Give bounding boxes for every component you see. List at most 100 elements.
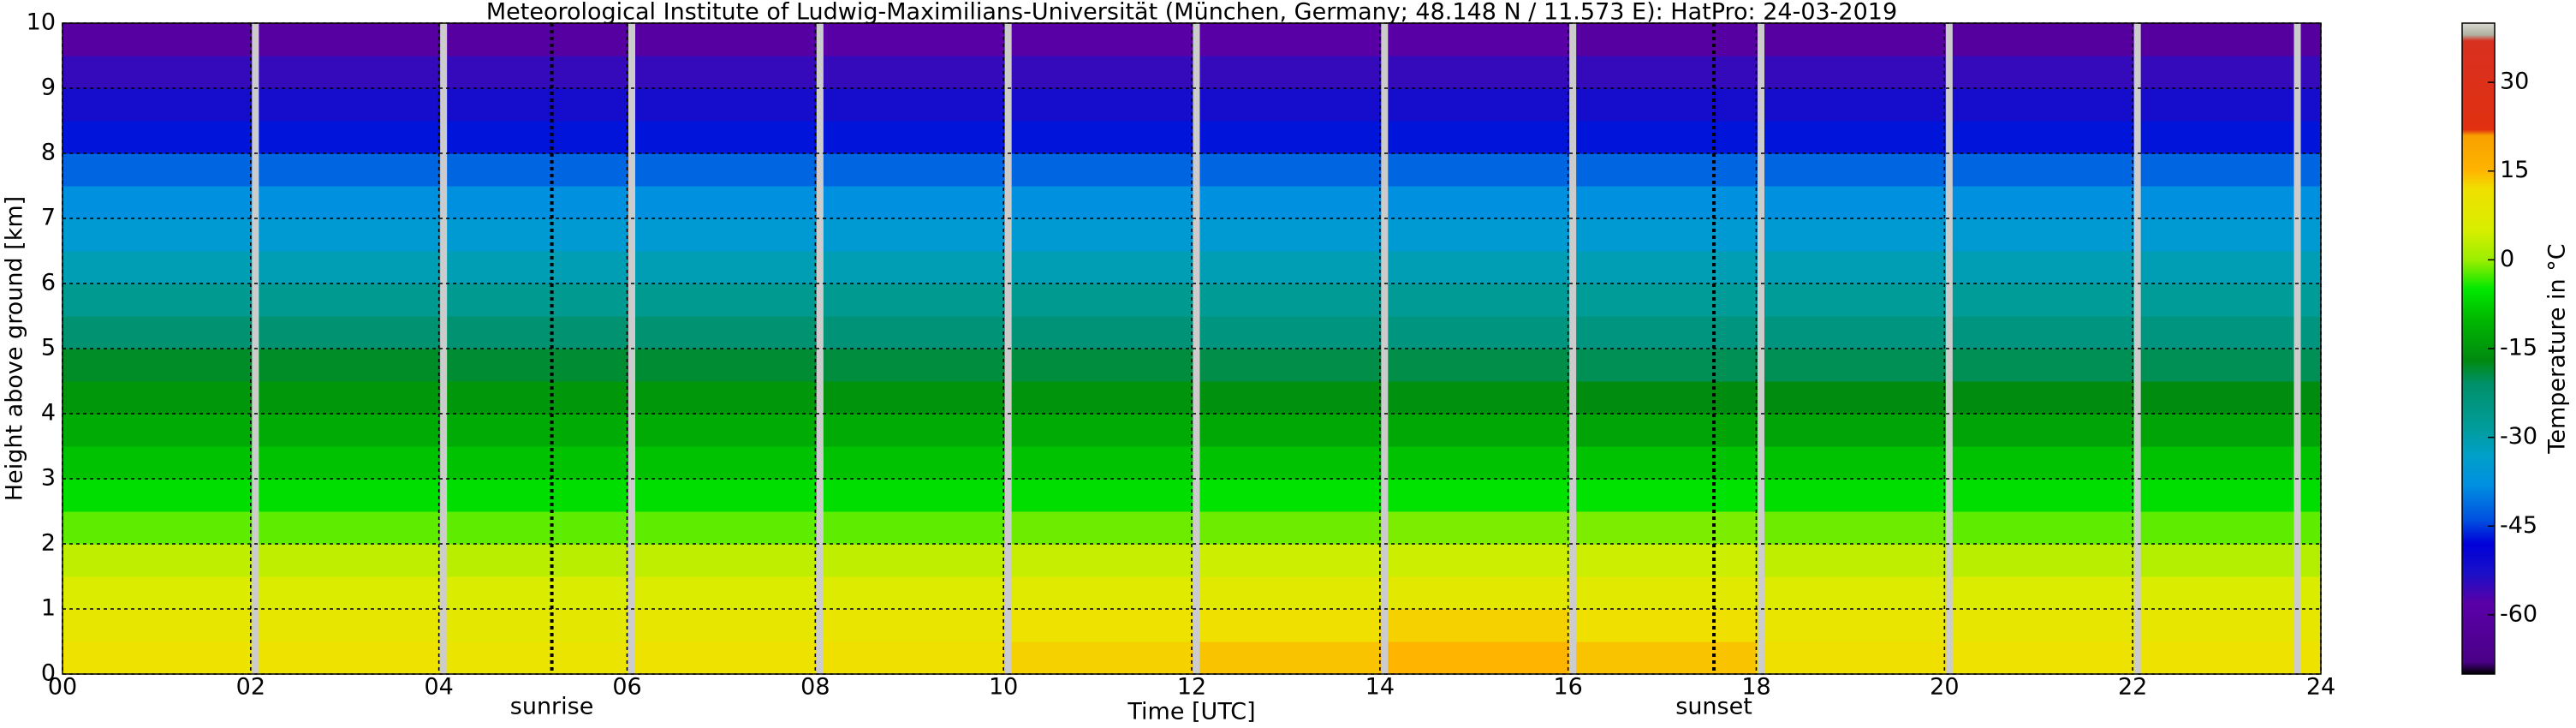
- heatmap-cell: [2133, 186, 2322, 219]
- heatmap-cell: [438, 153, 628, 187]
- heatmap-cell: [2133, 479, 2322, 512]
- heatmap-cell: [815, 283, 1004, 317]
- heatmap-cell: [2133, 251, 2322, 284]
- heatmap-cell: [627, 576, 816, 610]
- y-tick-label: 5: [41, 335, 56, 361]
- heatmap-cell: [62, 316, 252, 349]
- heatmap-cell: [2133, 316, 2322, 349]
- heatmap-cell: [250, 316, 440, 349]
- heatmap-cell: [627, 349, 816, 382]
- heatmap-cell: [438, 88, 628, 122]
- heatmap-cell: [815, 576, 1004, 610]
- heatmap-cell: [1379, 121, 1569, 154]
- heatmap-cell: [1756, 56, 1945, 89]
- heatmap-cell: [815, 23, 1004, 57]
- heatmap-cell: [1944, 609, 2133, 642]
- heatmap-cell: [1192, 446, 1381, 480]
- heatmap-cell: [1379, 479, 1569, 512]
- heatmap-cell: [438, 381, 628, 415]
- heatmap-cell: [250, 641, 440, 675]
- heatmap-cell: [1003, 186, 1193, 219]
- y-axis-label: Height above ground [km]: [2, 196, 28, 501]
- y-tick-label: 1: [41, 595, 56, 622]
- heatmap-cell: [627, 56, 816, 89]
- data-gap: [1569, 23, 1577, 674]
- heatmap-cell: [1568, 641, 1757, 675]
- x-tick-label: 12: [1177, 674, 1206, 701]
- heatmap-cell: [815, 56, 1004, 89]
- x-tick-label: 18: [1741, 674, 1770, 701]
- colorbar-tick-label: 15: [2500, 157, 2529, 183]
- heatmap-cell: [1568, 251, 1757, 284]
- heatmap-cell: [1756, 218, 1945, 252]
- heatmap-cell: [1756, 446, 1945, 480]
- heatmap-cell: [1944, 479, 2133, 512]
- heatmap-cell: [2133, 88, 2322, 122]
- heatmap-cell: [250, 414, 440, 447]
- heatmap-cell: [1568, 414, 1757, 447]
- heatmap-cell: [1944, 511, 2133, 545]
- heatmap-cell: [250, 511, 440, 545]
- colorbar-tick-label: -30: [2500, 423, 2537, 450]
- heatmap-cell: [438, 446, 628, 480]
- heatmap-cell: [2133, 544, 2322, 577]
- heatmap-cell: [62, 283, 252, 317]
- heatmap-cell: [438, 414, 628, 447]
- heatmap-cell: [62, 641, 252, 675]
- heatmap-cell: [627, 88, 816, 122]
- heatmap-cell: [815, 121, 1004, 154]
- heatmap-cell: [1379, 186, 1569, 219]
- heatmap-cell: [627, 23, 816, 57]
- heatmap-cell: [627, 511, 816, 545]
- y-tick-label: 2: [41, 530, 56, 557]
- heatmap-cell: [627, 641, 816, 675]
- heatmap-cell: [1568, 218, 1757, 252]
- heatmap-cell: [1756, 349, 1945, 382]
- heatmap-cell: [1192, 56, 1381, 89]
- colorbar-tick-label: -45: [2500, 512, 2537, 539]
- heatmap-cell: [2133, 641, 2322, 675]
- heatmap-cell: [1756, 576, 1945, 610]
- heatmap-cell: [62, 544, 252, 577]
- heatmap-cell: [627, 153, 816, 187]
- heatmap-cell: [1379, 641, 1569, 675]
- heatmap-cell: [438, 511, 628, 545]
- heatmap-cell: [1379, 56, 1569, 89]
- heatmap-cell: [1568, 186, 1757, 219]
- heatmap-cell: [62, 479, 252, 512]
- y-tick-label: 3: [41, 465, 56, 492]
- heatmap-cell: [1003, 88, 1193, 122]
- heatmap-cell: [62, 511, 252, 545]
- data-gap: [1757, 23, 1764, 674]
- heatmap-cell: [2133, 121, 2322, 154]
- heatmap-cell: [815, 381, 1004, 415]
- heatmap-cell: [627, 218, 816, 252]
- heatmap-cell: [2133, 153, 2322, 187]
- heatmap-cell: [250, 56, 440, 89]
- heatmap-cell: [438, 609, 628, 642]
- heatmap-cell: [1192, 544, 1381, 577]
- heatmap-cell: [250, 283, 440, 317]
- x-tick-label: 24: [2306, 674, 2335, 701]
- heatmap-cell: [1379, 349, 1569, 382]
- heatmap-cell: [438, 641, 628, 675]
- heatmap-cell: [62, 446, 252, 480]
- heatmap-cell: [815, 609, 1004, 642]
- heatmap-cell: [1379, 511, 1569, 545]
- heatmap-cell: [2133, 218, 2322, 252]
- heatmap-cell: [1192, 23, 1381, 57]
- heatmap-cell: [1568, 153, 1757, 187]
- y-tick-label: 7: [41, 205, 56, 231]
- data-gap: [1193, 23, 1200, 674]
- heatmap-cell: [627, 251, 816, 284]
- heatmap-cell: [1003, 381, 1193, 415]
- heatmap-cell: [438, 23, 628, 57]
- heatmap-cell: [1192, 349, 1381, 382]
- heatmap-cell: [1003, 576, 1193, 610]
- heatmap-cell: [1756, 641, 1945, 675]
- heatmap-cell: [815, 349, 1004, 382]
- heatmap-cell: [62, 414, 252, 447]
- heatmap-cell: [1192, 576, 1381, 610]
- heatmap-cell: [1003, 56, 1193, 89]
